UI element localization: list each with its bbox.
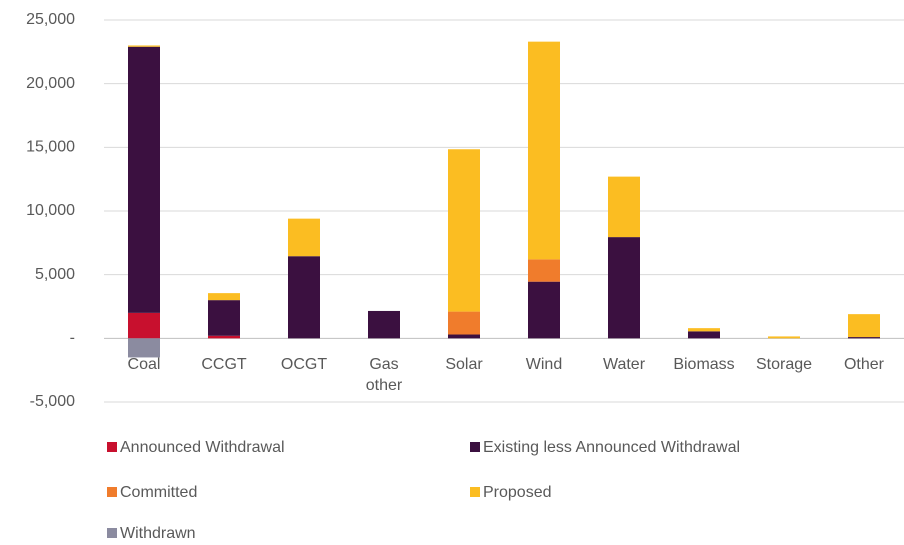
- y-tick-label: 10,000: [26, 202, 75, 219]
- bar-segment: [608, 176, 640, 238]
- bar-segment: [848, 314, 880, 338]
- bar-segment: [128, 312, 160, 339]
- bar-segment: [448, 311, 480, 335]
- x-tick-label: CCGT: [201, 356, 247, 374]
- y-tick-label: 15,000: [26, 139, 75, 156]
- y-tick-label: 20,000: [26, 75, 75, 92]
- bar-segment: [448, 334, 480, 339]
- bar-segment: [688, 328, 720, 332]
- y-tick-label: 25,000: [26, 11, 75, 28]
- x-tick-label: Wind: [525, 356, 563, 374]
- x-tick-label: Storage: [755, 356, 813, 374]
- x-tick-label: OCGT: [280, 356, 328, 374]
- x-tick-label: Other: [843, 356, 884, 374]
- bar-segment: [288, 218, 320, 257]
- legend-label: Existing less Announced Withdrawal: [483, 439, 740, 456]
- bar-segment: [128, 46, 160, 313]
- y-tick-label: -5,000: [30, 393, 75, 410]
- legend-label: Withdrawn: [120, 525, 196, 542]
- x-tick-label: Coal: [127, 356, 161, 374]
- x-tick-label: Solar: [445, 356, 483, 374]
- bar-segment: [128, 45, 160, 47]
- bar-segment: [608, 237, 640, 339]
- legend-swatch: [107, 487, 117, 497]
- legend-label: Announced Withdrawal: [120, 439, 285, 456]
- x-tick-label: Biomass: [673, 356, 735, 374]
- bar-segment: [768, 336, 800, 339]
- bar-segment: [448, 149, 480, 312]
- x-tick-label: Gas other: [365, 356, 403, 395]
- legend-swatch: [470, 442, 480, 452]
- bar-segment: [208, 300, 240, 336]
- bar-segment: [528, 281, 560, 339]
- bar-segment: [528, 41, 560, 260]
- legend-label: Proposed: [483, 484, 552, 501]
- legend-swatch: [107, 442, 117, 452]
- bar-segment: [688, 331, 720, 339]
- bar-segment: [848, 337, 880, 339]
- bar-segment: [128, 338, 160, 358]
- y-tick-label: -: [70, 330, 75, 347]
- y-tick-label: 5,000: [35, 266, 75, 283]
- legend-swatch: [107, 528, 117, 538]
- x-tick-label: Water: [602, 356, 646, 374]
- bar-segment: [528, 259, 560, 282]
- legend-swatch: [470, 487, 480, 497]
- bar-segment: [208, 293, 240, 301]
- bar-segment: [208, 335, 240, 339]
- bar-segment: [368, 310, 400, 339]
- bar-segment: [288, 256, 320, 339]
- legend-label: Committed: [120, 484, 197, 501]
